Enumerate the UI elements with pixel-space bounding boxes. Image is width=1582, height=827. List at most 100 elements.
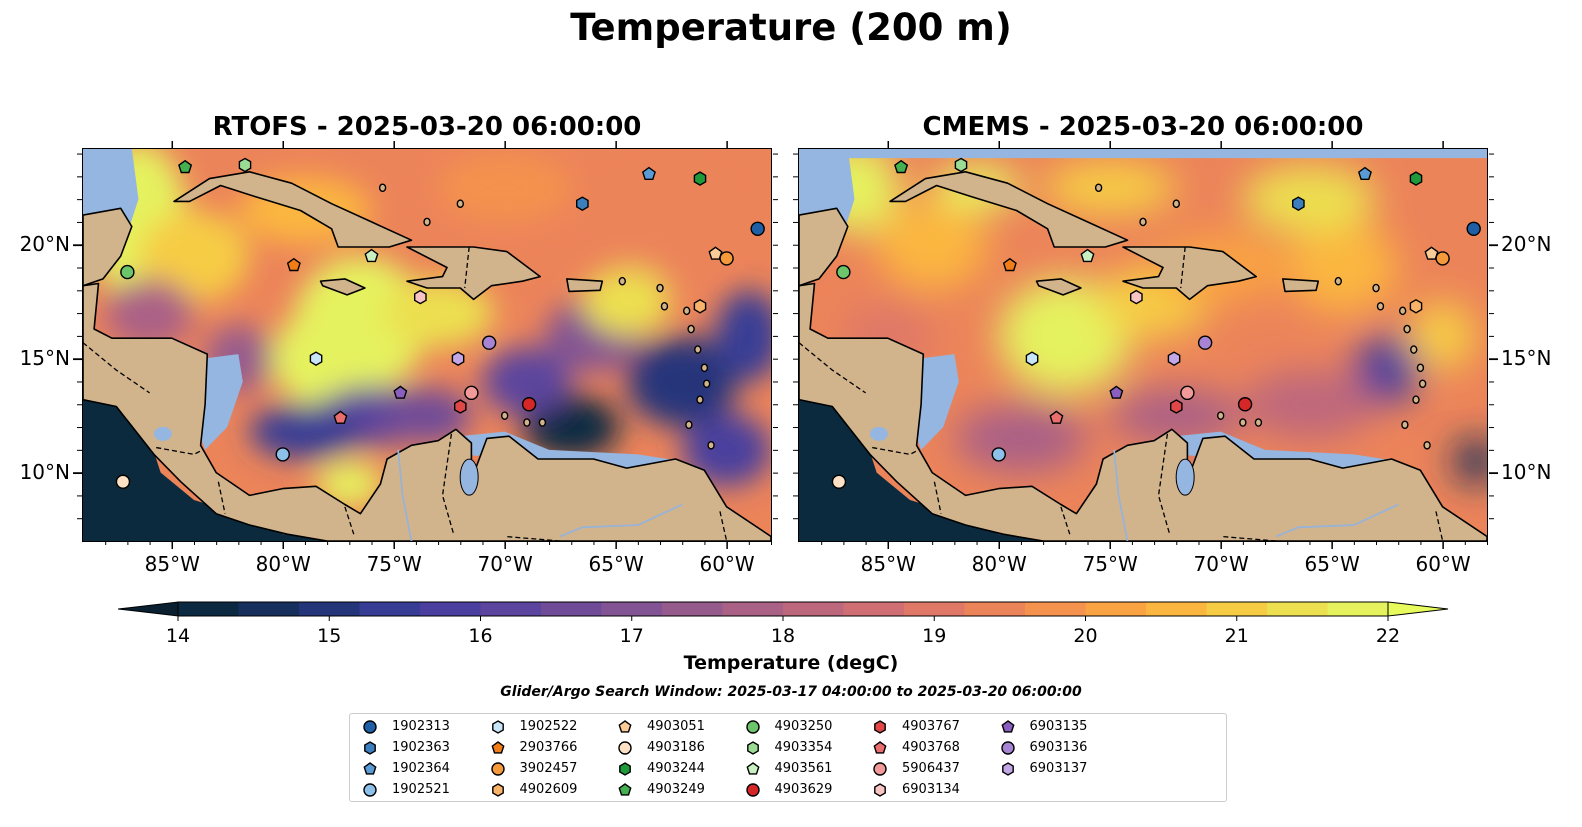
colorbar-segment	[299, 602, 361, 616]
station-marker-6903134[interactable]	[414, 289, 427, 305]
map-rtofs[interactable]	[82, 148, 772, 542]
legend-marker-icon	[363, 783, 377, 797]
panel-title-cmems: CMEMS - 2025-03-20 06:00:00	[922, 112, 1364, 142]
legend-marker[interactable]	[490, 762, 505, 776]
island	[1281, 278, 1320, 293]
temperature-cell	[615, 176, 727, 268]
legend-marker[interactable]	[745, 720, 760, 734]
legend-label: 1902363	[392, 740, 450, 755]
station-marker-5906437[interactable]	[1180, 385, 1195, 401]
legend-label: 4903186	[647, 740, 705, 755]
station-marker-6903137[interactable]	[1167, 351, 1181, 367]
station-marker-6903134[interactable]	[1130, 289, 1143, 305]
station-marker-4903629[interactable]	[1237, 397, 1253, 412]
station-marker-5906437[interactable]	[464, 385, 479, 401]
island	[1216, 411, 1225, 420]
figure-title: Temperature (200 m)	[570, 6, 1012, 49]
station-marker-4903767[interactable]	[454, 399, 467, 414]
station-marker-3902457[interactable]	[1435, 251, 1450, 266]
station-marker-1902364[interactable]	[1357, 166, 1372, 180]
station-marker-6903135[interactable]	[393, 385, 408, 399]
station-marker-4903768[interactable]	[1049, 410, 1064, 424]
island	[1401, 420, 1409, 430]
station-marker-6903136[interactable]	[481, 335, 497, 350]
station-marker-4902609[interactable]	[693, 298, 707, 314]
station-marker-1902364[interactable]	[641, 166, 656, 180]
station-marker-4903244[interactable]	[1409, 171, 1423, 186]
colorbar-label: Temperature (degC)	[683, 652, 899, 674]
station-marker-4903250[interactable]	[120, 264, 135, 280]
station-marker-4903354[interactable]	[954, 157, 968, 173]
colorbar-segment	[722, 602, 784, 616]
station-marker-4903629[interactable]	[521, 397, 537, 412]
station-marker-1902363[interactable]	[576, 196, 589, 212]
map-cmems[interactable]	[798, 148, 1488, 542]
colorbar-tick-label: 16	[468, 625, 492, 647]
lon-tick-label: 85°W	[860, 552, 916, 576]
station-marker-2903766[interactable]	[286, 257, 301, 272]
station-marker-4903250[interactable]	[836, 264, 851, 280]
legend-marker[interactable]	[1000, 741, 1015, 755]
country-border	[1060, 506, 1071, 535]
station-marker-6903135[interactable]	[1109, 385, 1124, 399]
station-marker-4903561[interactable]	[1080, 248, 1095, 263]
station-marker-4903767[interactable]	[1170, 399, 1183, 414]
island	[702, 379, 711, 389]
island	[500, 411, 509, 420]
station-marker-2903766[interactable]	[1002, 257, 1017, 272]
legend-marker[interactable]	[364, 741, 376, 755]
legend-marker[interactable]	[746, 741, 759, 755]
station-marker-4903768[interactable]	[333, 410, 348, 424]
station-marker-1902522[interactable]	[309, 351, 323, 367]
legend-marker[interactable]	[1001, 762, 1014, 776]
legend-marker[interactable]	[745, 783, 760, 797]
station-marker-1902313[interactable]	[750, 221, 765, 236]
station-marker-6903137[interactable]	[451, 351, 465, 367]
legend-marker[interactable]	[745, 762, 760, 775]
legend-label: 4903768	[902, 740, 960, 755]
legend-marker[interactable]	[491, 783, 504, 797]
station-marker-6903136[interactable]	[1197, 335, 1213, 350]
legend-marker[interactable]	[873, 741, 887, 754]
legend-marker[interactable]	[363, 720, 377, 734]
legend-marker[interactable]	[490, 741, 505, 754]
legend-marker-icon	[1000, 720, 1015, 733]
lon-tick-label: 75°W	[1082, 552, 1138, 576]
station-marker-1902522[interactable]	[1025, 351, 1039, 367]
legend-marker[interactable]	[618, 783, 632, 796]
station-marker-1902363[interactable]	[1292, 196, 1305, 212]
island	[1139, 217, 1147, 227]
station-marker-1902313[interactable]	[1466, 221, 1481, 236]
legend-marker[interactable]	[618, 720, 632, 733]
station-marker-4903354[interactable]	[238, 157, 252, 173]
station-marker-4903244[interactable]	[693, 171, 707, 186]
legend-label: 4903767	[902, 719, 960, 734]
legend-marker[interactable]	[618, 741, 632, 755]
legend-marker[interactable]	[491, 720, 504, 734]
country-border	[1180, 246, 1186, 289]
station-marker-4903051[interactable]	[1424, 246, 1439, 260]
legend-marker[interactable]	[619, 762, 631, 776]
station-marker-4903186[interactable]	[831, 474, 847, 489]
lon-tick-label: 70°W	[1193, 552, 1249, 576]
station-marker-4903249[interactable]	[894, 159, 909, 174]
colorbar-tick-label: 19	[922, 625, 946, 647]
panel-title-rtofs: RTOFS - 2025-03-20 06:00:00	[212, 112, 642, 142]
station-marker-4903249[interactable]	[178, 159, 193, 174]
legend-marker[interactable]	[1000, 720, 1015, 733]
colorbar: 14 15 16 17 18 19 20 21 22	[118, 601, 1449, 647]
legend-marker[interactable]	[873, 762, 887, 776]
legend-marker[interactable]	[874, 720, 886, 734]
station-marker-4903051[interactable]	[708, 246, 723, 260]
station-marker-1902521[interactable]	[991, 447, 1006, 462]
legend-marker[interactable]	[363, 762, 377, 775]
station-marker-4903561[interactable]	[364, 248, 379, 263]
legend-marker[interactable]	[874, 783, 886, 797]
station-marker-1902521[interactable]	[275, 447, 290, 462]
country-border	[1435, 511, 1444, 541]
river	[397, 449, 413, 541]
legend-marker[interactable]	[363, 783, 377, 797]
station-marker-4902609[interactable]	[1409, 298, 1423, 314]
station-marker-4903186[interactable]	[115, 474, 131, 489]
station-marker-3902457[interactable]	[719, 251, 734, 266]
